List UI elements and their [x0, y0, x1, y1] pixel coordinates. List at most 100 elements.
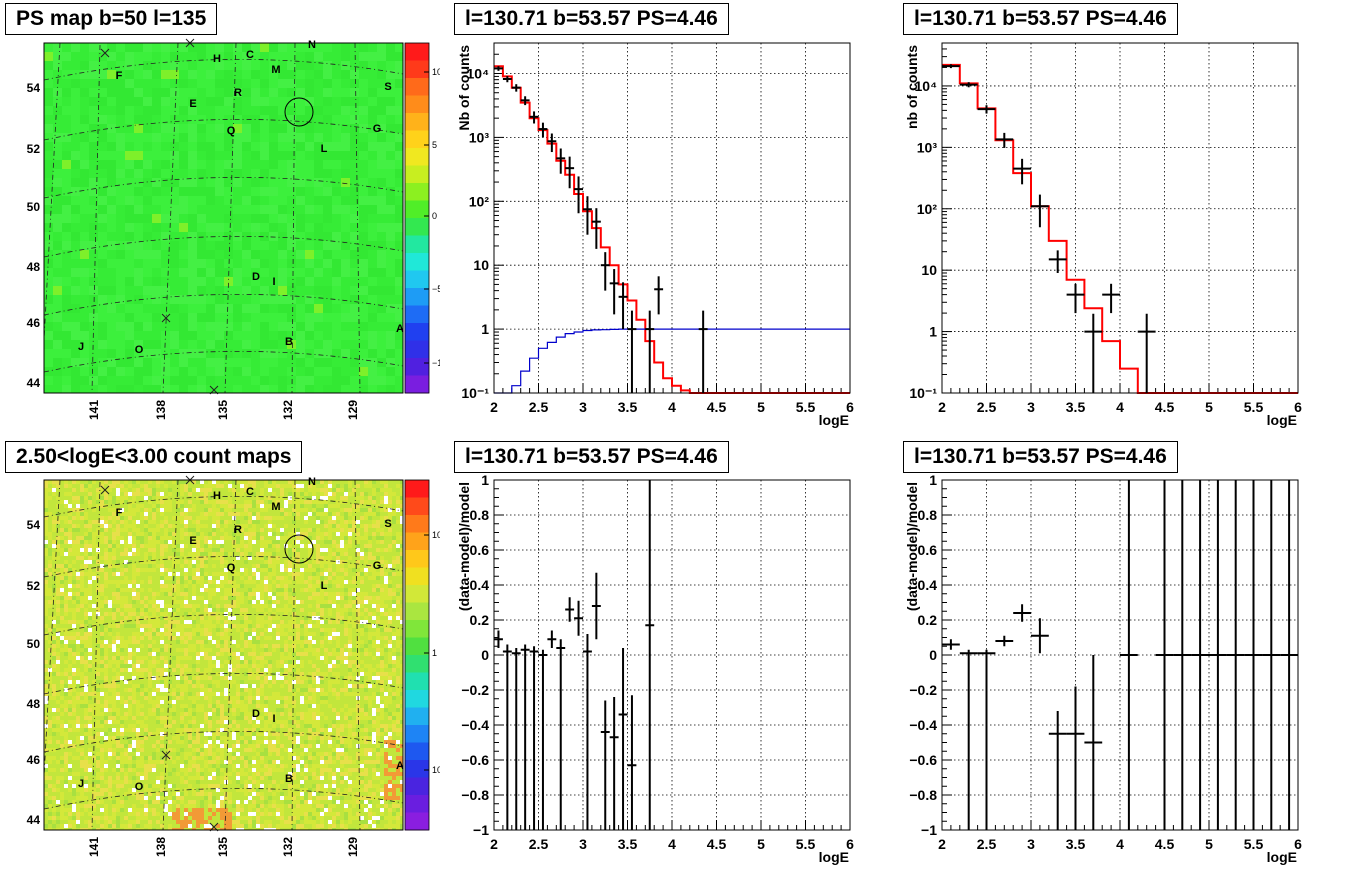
data-point — [512, 648, 521, 830]
map-x-tick-label: 135 — [216, 837, 230, 857]
x-tick-label: 2.5 — [977, 836, 997, 852]
x-tick-label: 2 — [938, 399, 946, 415]
map-source-label: I — [272, 276, 275, 288]
map-source-label: D — [252, 271, 260, 283]
map-source-label: O — [135, 781, 144, 793]
y-tick-label: −0.8 — [909, 787, 937, 803]
data-point — [619, 648, 628, 830]
x-tick-label: 3 — [1027, 399, 1035, 415]
data-point — [978, 105, 996, 113]
data-point — [494, 631, 503, 649]
y-tick-label: 0.2 — [918, 612, 938, 628]
y-tick-label: 0 — [481, 647, 489, 663]
map-source-label: B — [285, 773, 293, 785]
color-scale — [405, 43, 429, 394]
data-point — [539, 650, 548, 830]
y-tick-label: 0.6 — [918, 542, 938, 558]
x-tick-label: 4.5 — [1155, 399, 1175, 415]
y-tick-label: 10⁻¹ — [909, 385, 937, 401]
y-tick-label: −0.4 — [909, 717, 937, 733]
map-x-tick-label: 141 — [87, 400, 101, 420]
data-point — [619, 282, 628, 329]
ps-map-title: PS map b=50 l=135 — [5, 3, 217, 35]
data-point — [1049, 711, 1067, 830]
map-x-tick-label: 138 — [154, 400, 168, 420]
y-tick-label: 0.4 — [918, 577, 938, 593]
map-x-tick-label: 129 — [346, 837, 360, 857]
x-tick-label: 2.5 — [529, 399, 549, 415]
data-point — [1156, 480, 1174, 830]
data-point — [628, 695, 637, 830]
data-point — [1191, 480, 1209, 830]
data-point — [1084, 314, 1102, 393]
map-source-label: H — [213, 53, 221, 65]
data-point — [1138, 314, 1156, 393]
y-tick-label: 1 — [929, 324, 937, 340]
data-point — [1013, 604, 1031, 622]
map-source-label: I — [272, 713, 275, 725]
y-tick-label: 0 — [929, 647, 937, 663]
data-point — [1102, 284, 1120, 313]
y-tick-label: −0.6 — [909, 752, 937, 768]
x-tick-label: 3.5 — [1066, 836, 1086, 852]
y-tick-label: 0.2 — [470, 612, 490, 628]
color-scale-label: 5 — [432, 140, 437, 150]
x-tick-label: 3.5 — [618, 836, 638, 852]
x-axis-label: logE — [819, 412, 849, 428]
map-source-label: Q — [227, 562, 236, 574]
map-source-label: N — [308, 39, 316, 51]
data-point — [1227, 480, 1245, 830]
x-tick-label: 3 — [579, 399, 587, 415]
x-axis-label: logE — [819, 849, 849, 865]
map-source-label: F — [116, 70, 123, 82]
y-tick-label: 0.8 — [918, 507, 938, 523]
data-point — [1120, 480, 1138, 830]
data-point — [547, 631, 556, 649]
data-point — [601, 701, 610, 831]
map-y-tick-label: 46 — [27, 316, 41, 330]
color-scale-label: −10 — [432, 358, 440, 368]
x-tick-label: 4 — [1116, 399, 1124, 415]
x-tick-label: 5.5 — [1244, 399, 1264, 415]
map-source-label: Q — [227, 125, 236, 137]
map-source-label: J — [78, 778, 84, 790]
y-tick-label: 10³ — [469, 129, 490, 145]
x-tick-label: 5 — [757, 399, 765, 415]
y-tick-label: 0.8 — [470, 507, 490, 523]
map-x-tick-label: 138 — [154, 837, 168, 857]
x-tick-label: 2.5 — [977, 399, 997, 415]
x-tick-label: 4.5 — [707, 836, 727, 852]
map-source-label: F — [116, 507, 123, 519]
data-point — [1031, 195, 1049, 228]
y-tick-label: 10 — [473, 257, 489, 273]
map-x-tick-label: 129 — [346, 400, 360, 420]
data-point — [995, 636, 1013, 647]
map-y-tick-label: 52 — [27, 142, 41, 156]
map-source-label: G — [373, 560, 382, 572]
data-point — [1067, 687, 1085, 831]
data-point — [978, 650, 996, 830]
map-x-tick-label: 141 — [87, 837, 101, 857]
x-tick-label: 5 — [757, 836, 765, 852]
x-axis-label: logE — [1267, 849, 1297, 865]
map-source-label: L — [321, 580, 328, 592]
map-source-label: R — [234, 87, 242, 99]
map-x-tick-label: 132 — [281, 837, 295, 857]
map-source-label: S — [384, 518, 391, 530]
data-point — [601, 252, 610, 290]
data-point — [628, 311, 637, 393]
map-source-label: S — [384, 81, 391, 93]
y-tick-label: 0.6 — [470, 542, 490, 558]
data-point — [521, 645, 530, 831]
map-source-label: N — [308, 476, 316, 488]
data-point — [521, 96, 530, 105]
color-scale-label: 1 — [432, 648, 437, 658]
data-point — [1031, 618, 1049, 653]
map-y-tick-label: 44 — [27, 813, 41, 827]
